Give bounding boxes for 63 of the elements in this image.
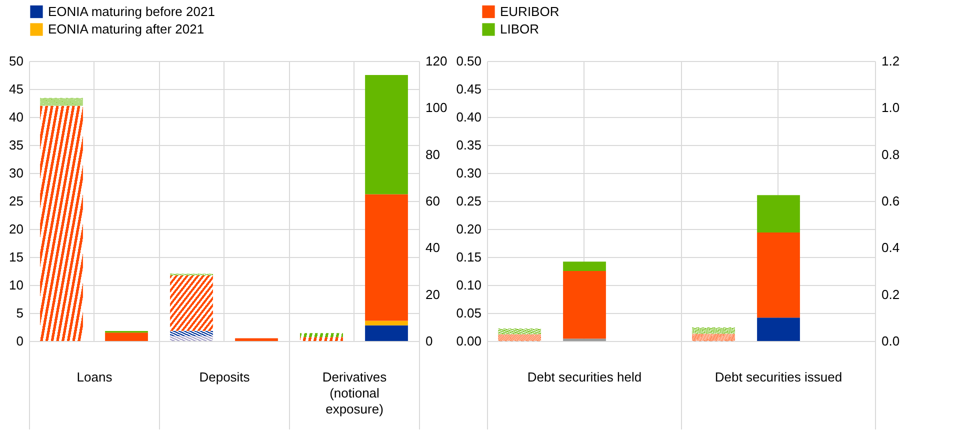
y-tick-label: 0.10 [456,278,482,292]
y-tick-label: 15 [9,250,24,264]
y-tick-label: 0.00 [456,334,482,348]
y-tick-label: 10 [9,278,24,292]
x-tick-label: Loans [76,370,113,384]
bar [170,330,213,336]
y2-tick-label: 0.6 [882,194,900,208]
bar [40,106,83,341]
y-tick-label: 0.35 [456,138,482,152]
y2-tick-label: 0.2 [882,286,900,302]
y-tick-label: 0.30 [456,166,482,180]
x-tick-label: Debt securities held [527,370,642,384]
y-tick-label: 0.15 [456,250,482,264]
bar [757,195,800,232]
legend-label: EONIA maturing after 2021 [48,22,204,36]
y-tick-label: 0 [16,334,24,348]
y-tick-label: 0.25 [456,194,482,208]
x-tick-label: Derivatives (notional exposure) [322,370,388,416]
y-tick-label: 45 [9,82,24,96]
bar [300,333,343,338]
y-tick-label: 0.05 [456,306,482,320]
y2-tick-label: 80 [426,146,440,162]
bar [40,98,83,106]
bar [170,275,213,331]
bar [105,332,148,341]
bar [365,320,408,326]
bar [365,194,408,321]
legend-label: EURIBOR [500,4,560,19]
x-tick-label: Debt securities issued [714,370,842,384]
y2-tick-label: 1.0 [882,100,900,116]
y-tick-label: 5 [16,306,24,320]
bar [563,271,606,339]
bar [300,337,343,341]
y-tick-label: 40 [9,110,24,124]
bar [170,336,213,341]
y2-tick-label: 1.2 [882,54,900,68]
y2-tick-label: 40 [426,240,440,256]
bar [757,318,800,341]
y2-tick-label: 0.0 [882,334,900,348]
y-tick-label: 25 [9,194,24,208]
bar [757,232,800,318]
y-tick-label: 35 [9,138,24,152]
bar [563,262,606,271]
y2-tick-label: 0 [426,334,433,348]
legend-label: LIBOR [500,22,540,36]
y-tick-label: 0.50 [456,54,482,68]
y2-tick-label: 0.4 [882,240,900,256]
y2-tick-label: 120 [426,54,448,68]
y2-tick-label: 0.8 [882,146,900,162]
bar [365,75,408,194]
bar [365,325,408,341]
y2-tick-label: 60 [426,194,440,208]
y2-tick-label: 20 [426,286,440,302]
x-tick-label: Deposits [199,370,250,384]
legend-label: EONIA maturing before 2021 [48,4,215,19]
y-tick-label: 0.20 [456,222,482,236]
y-tick-label: 0.40 [456,110,482,124]
y-tick-label: 0.45 [456,82,482,96]
y-tick-label: 50 [9,54,24,68]
y2-tick-label: 100 [426,100,448,116]
y-tick-label: 20 [9,222,24,236]
bar [235,338,278,341]
y-tick-label: 30 [9,166,24,180]
